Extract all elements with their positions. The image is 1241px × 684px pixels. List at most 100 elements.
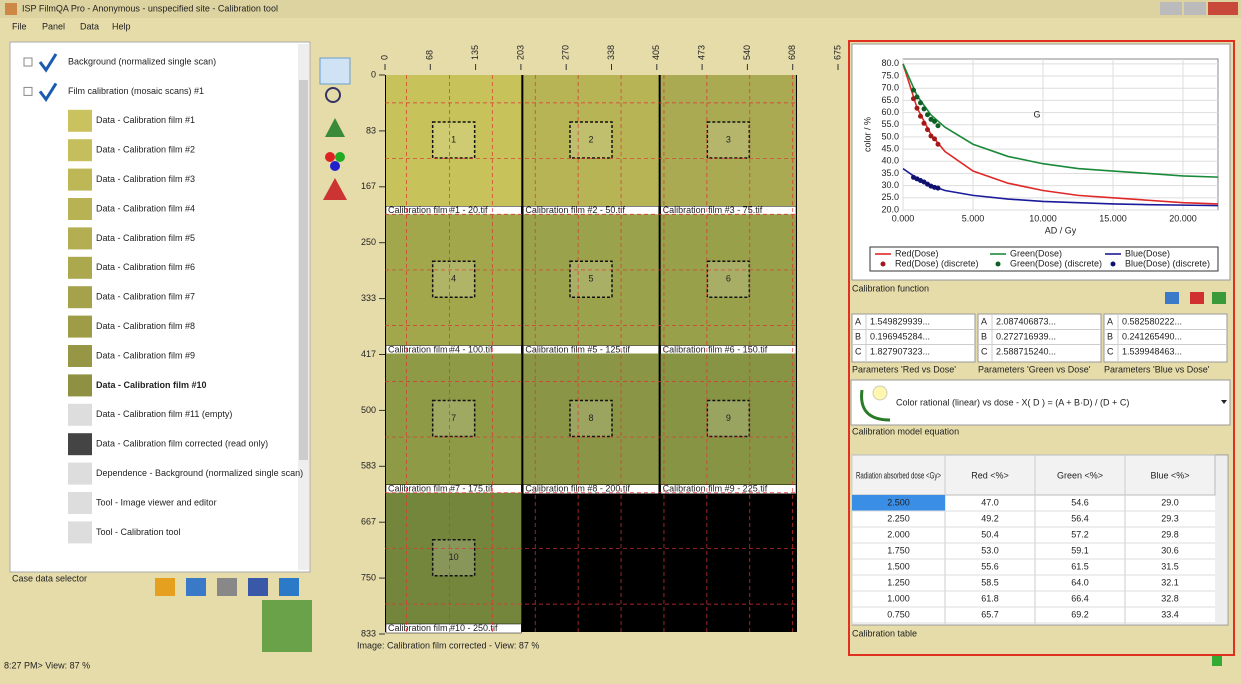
- color-tool-green: [335, 152, 345, 162]
- tree-item-icon: [68, 521, 92, 544]
- panel-button[interactable]: [1212, 292, 1226, 304]
- tree-item[interactable]: Data - Calibration film #6: [96, 262, 195, 272]
- parameter-cell: 2.087406873...: [996, 316, 1056, 326]
- profile-tool[interactable]: [325, 118, 345, 137]
- data-point: [921, 120, 927, 126]
- title-bar: [0, 0, 1241, 18]
- section-label: Calibration table: [852, 628, 917, 638]
- tree-node[interactable]: Background (normalized single scan): [68, 56, 216, 66]
- ruler-label: 68: [425, 50, 435, 60]
- panel-button[interactable]: [1165, 292, 1179, 304]
- table-cell: 1.000: [887, 593, 910, 603]
- section-label: Calibration model equation: [852, 426, 959, 436]
- close-button[interactable]: [1208, 2, 1238, 15]
- table-cell: 57.2: [1071, 529, 1089, 539]
- color-tool[interactable]: [325, 152, 335, 162]
- tree-item[interactable]: Data - Calibration film #4: [96, 203, 195, 213]
- tree-item-icon: [68, 168, 92, 191]
- tree-toolbar-button[interactable]: [217, 578, 237, 596]
- film-caption: Calibration film #3 - 75.tif: [663, 205, 763, 215]
- data-point: [914, 105, 920, 111]
- tree-item-icon: [68, 198, 92, 220]
- tree-node[interactable]: Film calibration (mosaic scans) #1: [68, 86, 204, 96]
- tree-toolbar-button[interactable]: [155, 578, 175, 596]
- y-tick-label: 45.0: [881, 143, 899, 153]
- ruler-label: 500: [361, 405, 376, 415]
- tree-item-icon: [68, 374, 92, 397]
- tree-item[interactable]: Dependence - Background (normalized sing…: [96, 468, 303, 478]
- film: [523, 75, 659, 207]
- panel-label: Case data selector: [12, 573, 87, 583]
- panel-button[interactable]: [1190, 292, 1204, 304]
- ruler-label: 667: [361, 517, 376, 527]
- histogram-tool[interactable]: [323, 178, 347, 200]
- menu-item[interactable]: Data: [80, 21, 99, 31]
- legend-label: Red(Dose) (discrete): [895, 258, 979, 268]
- tree-item[interactable]: Data - Calibration film #1: [96, 115, 195, 125]
- tree-toolbar-button[interactable]: [279, 578, 299, 596]
- tree-item[interactable]: Data - Calibration film corrected (read …: [96, 439, 268, 449]
- menu-item[interactable]: File: [12, 21, 27, 31]
- caption-box: [660, 484, 797, 494]
- table-cell: 58.5: [981, 577, 999, 587]
- tree-item-icon: [68, 139, 92, 162]
- tree-item[interactable]: Tool - Image viewer and editor: [96, 497, 217, 507]
- table-cell: 61.5: [1071, 561, 1089, 571]
- status-indicator: [1212, 656, 1222, 666]
- x-tick-label: 15.000: [1099, 213, 1127, 223]
- ruler-label: 167: [361, 181, 376, 191]
- tree-toolbar-button[interactable]: [186, 578, 206, 596]
- expander: [23, 86, 33, 96]
- roi: [569, 260, 613, 298]
- data-point: [911, 87, 916, 93]
- tree-item[interactable]: Data - Calibration film #8: [96, 321, 195, 331]
- legend-label: Red(Dose): [895, 248, 939, 258]
- data-point: [918, 113, 923, 119]
- tree-toolbar-button[interactable]: [248, 578, 268, 596]
- parameter-cell: B: [855, 331, 861, 341]
- maximize-button[interactable]: [1184, 2, 1206, 15]
- roi: [431, 121, 476, 159]
- tree-item[interactable]: Data - Calibration film #7: [96, 292, 195, 302]
- menu-item[interactable]: Panel: [42, 21, 65, 31]
- ruler-label: 0: [371, 69, 376, 79]
- table-scrollbar[interactable]: [1215, 456, 1227, 624]
- ruler-label: 250: [361, 237, 376, 247]
- film: [660, 214, 796, 346]
- ruler-label: 83: [366, 125, 376, 135]
- tree-item[interactable]: Data - Calibration film #3: [96, 174, 195, 184]
- film: [660, 353, 796, 485]
- grid-tool[interactable]: [319, 57, 351, 85]
- zoom-tool[interactable]: [325, 87, 341, 103]
- parameter-cell: C: [855, 346, 862, 356]
- tree-item[interactable]: Data - Calibration film #9: [96, 350, 195, 360]
- table-cell: 64.0: [1071, 577, 1089, 587]
- expander: [23, 57, 33, 67]
- roi: [431, 399, 476, 438]
- table-cell: 31.5: [1161, 561, 1179, 571]
- tree-item[interactable]: Data - Calibration film #2: [96, 145, 195, 155]
- y-tick-label: 70.0: [881, 83, 899, 93]
- tree-item-icon: [68, 227, 92, 250]
- ruler-label: 473: [696, 45, 706, 60]
- tree-item[interactable]: Data - Calibration film #10: [96, 380, 207, 390]
- tree-item[interactable]: Data - Calibration film #11 (empty): [96, 409, 232, 419]
- equation-text: Color rational (linear) vs dose - X( D )…: [896, 397, 1129, 407]
- minimize-button[interactable]: [1160, 2, 1182, 15]
- ruler-label: 750: [361, 572, 376, 582]
- section-label: Calibration function: [852, 283, 929, 293]
- ruler-label: 675: [832, 45, 842, 60]
- roi-label: 5: [588, 274, 593, 284]
- tree-item[interactable]: Tool - Calibration tool: [96, 527, 181, 537]
- film-caption: Calibration film #6 - 150.tif: [663, 344, 768, 354]
- parameter-cell: 1.539948463...: [1122, 346, 1182, 356]
- roi-label: 6: [726, 274, 731, 284]
- tree-item[interactable]: Data - Calibration film #5: [96, 233, 195, 243]
- tree-item-icon: [68, 256, 92, 279]
- legend-label: Blue(Dose) (discrete): [1125, 258, 1210, 268]
- tree-scroll-thumb[interactable]: [299, 80, 308, 460]
- equation-dropdown[interactable]: [850, 379, 1231, 426]
- menu-item[interactable]: Help: [112, 21, 131, 31]
- table-cell: 2.250: [887, 513, 910, 523]
